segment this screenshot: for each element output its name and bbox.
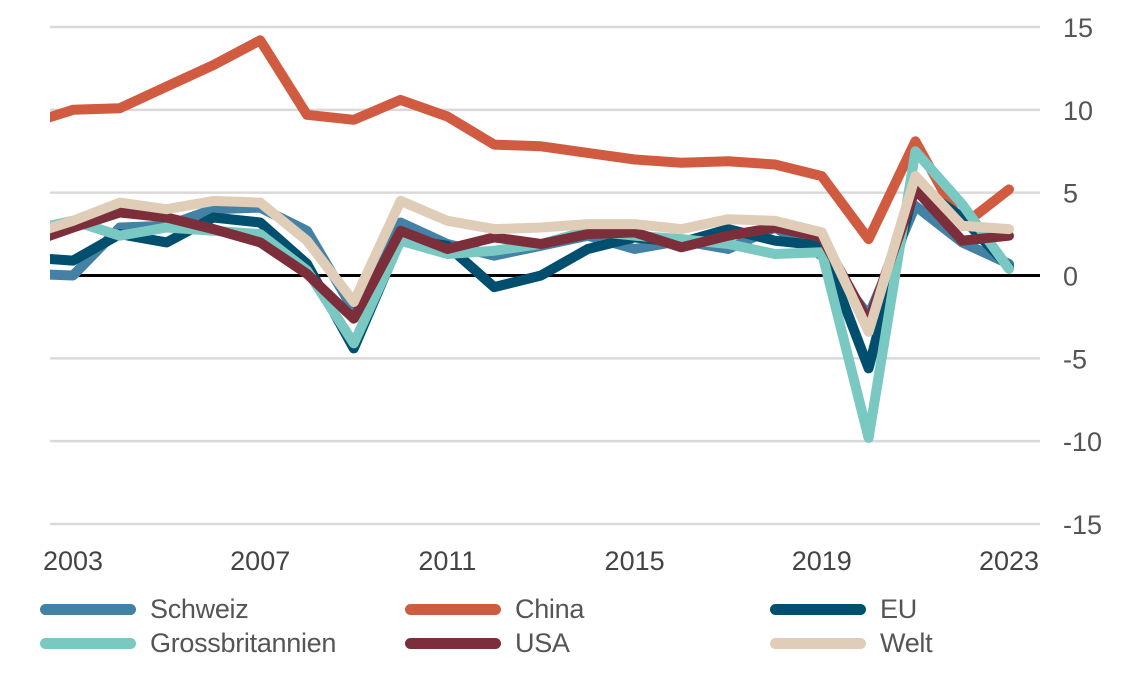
series-line-china (50, 35, 1014, 245)
legend-label: EU (880, 593, 917, 624)
series-line-grossbritannien (50, 146, 1014, 443)
y-tick-label: 0 (1063, 262, 1078, 292)
y-tick-label: -15 (1063, 510, 1102, 540)
legend-label: China (515, 593, 585, 624)
legend-swatch-grossbritannien (40, 637, 136, 649)
gridlines (50, 25, 1040, 526)
y-tick-label: -5 (1063, 344, 1087, 374)
legend-label: Welt (880, 627, 933, 658)
legend-swatch-schweiz (40, 603, 136, 615)
legend-item-usa: USA (405, 628, 770, 659)
y-tick-label: 10 (1063, 96, 1093, 126)
legend-label: Grossbritannien (150, 627, 337, 658)
line-chart: 15 10 5 0 -5 -10 -15 2003 2007 2011 2015 2019 2023 (43, 13, 1102, 576)
series-line-welt (50, 171, 1014, 337)
x-tick-label: 2015 (605, 546, 665, 576)
y-tick-label: 5 (1063, 179, 1078, 209)
legend-swatch-china (405, 603, 501, 615)
y-axis-ticks: 15 10 5 0 -5 -10 -15 (1063, 13, 1102, 540)
legend-item-china: China (405, 594, 770, 625)
y-tick-label: -10 (1063, 427, 1102, 457)
legend-swatch-welt (770, 637, 866, 649)
x-tick-label: 2003 (43, 546, 103, 576)
x-tick-label: 2023 (979, 546, 1039, 576)
legend-row: Grossbritannien USA Welt (40, 626, 1040, 660)
legend-item-welt: Welt (770, 627, 933, 659)
legend-item-eu: EU (770, 594, 917, 625)
series-lines (50, 35, 1014, 443)
legend: Schweiz China EU Grossbritannien USA Wel… (40, 592, 1040, 660)
legend-label: Schweiz (150, 593, 249, 624)
x-tick-label: 2019 (792, 546, 852, 576)
x-tick-label: 2011 (418, 546, 476, 576)
x-tick-label: 2007 (230, 546, 290, 576)
legend-swatch-eu (770, 603, 866, 615)
legend-item-grossbritannien: Grossbritannien (40, 628, 405, 659)
x-axis-ticks: 2003 2007 2011 2015 2019 2023 (43, 546, 1039, 576)
legend-swatch-usa (405, 637, 501, 649)
legend-row: Schweiz China EU (40, 592, 1040, 626)
legend-label: USA (515, 627, 570, 658)
y-tick-label: 15 (1063, 13, 1093, 43)
legend-item-schweiz: Schweiz (40, 594, 405, 625)
